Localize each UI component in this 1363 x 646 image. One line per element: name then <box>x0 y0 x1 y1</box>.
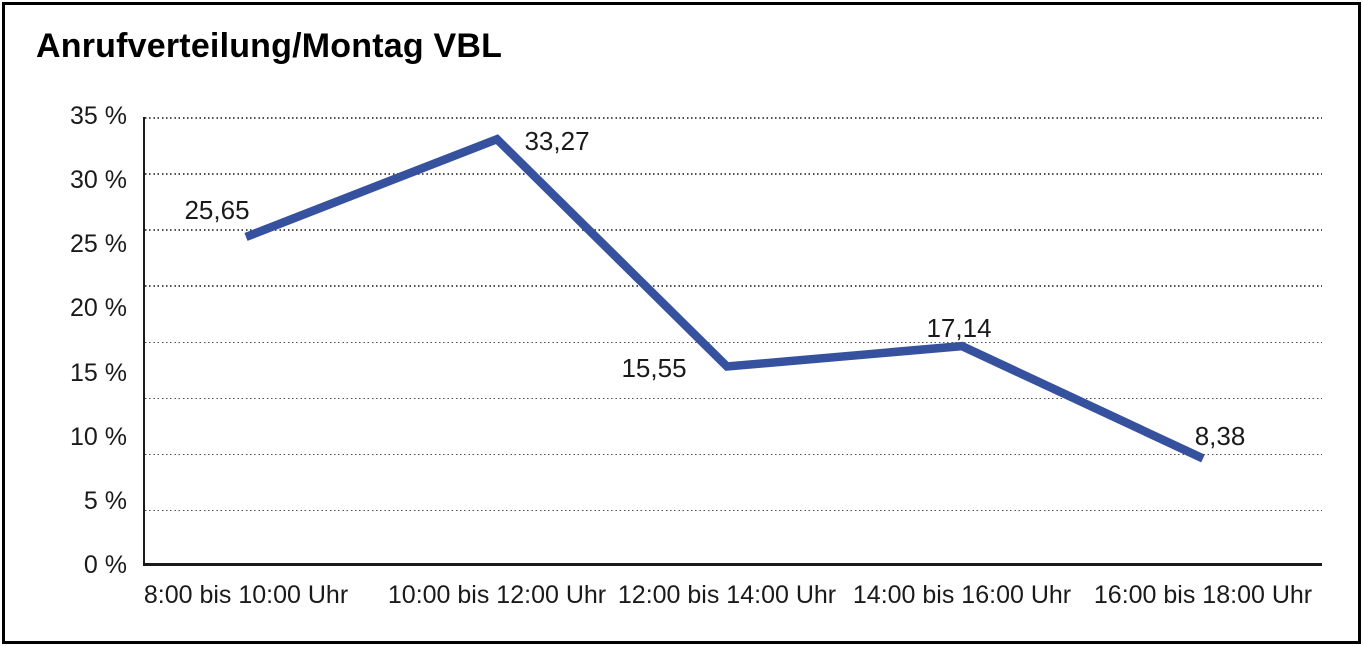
gridline <box>145 285 1322 287</box>
y-tick-label: 10 % <box>70 422 127 451</box>
data-point-label: 33,27 <box>524 126 590 157</box>
gridline <box>145 509 1322 512</box>
data-point-label: 25,65 <box>184 194 250 225</box>
y-tick-label: 0 % <box>83 551 127 579</box>
y-tick-label: 25 % <box>70 230 127 259</box>
x-tick-label: 16:00 bis 18:00 Uhr <box>1093 581 1313 609</box>
y-tick-label: 15 % <box>70 358 127 387</box>
chart-title: Anrufverteilung/Montag VBL <box>36 27 503 65</box>
gridline <box>145 117 1322 119</box>
x-tick-label: 12:00 bis 14:00 Uhr <box>617 581 837 609</box>
x-tick-label: 8:00 bis 10:00 Uhr <box>143 581 349 609</box>
gridline <box>145 229 1322 231</box>
data-point-label: 15,55 <box>621 352 687 383</box>
gridline <box>145 397 1322 400</box>
x-tick-label: 14:00 bis 16:00 Uhr <box>852 581 1072 609</box>
plot-area <box>143 117 1322 566</box>
y-tick-label: 35 % <box>70 102 127 130</box>
y-tick-label: 20 % <box>70 294 127 323</box>
gridline <box>145 173 1322 175</box>
y-tick-label: 5 % <box>83 486 127 515</box>
data-point-label: 8,38 <box>1194 421 1246 452</box>
data-point-label: 17,14 <box>926 313 992 344</box>
gridline <box>145 453 1322 456</box>
gridline <box>145 341 1322 344</box>
x-tick-label: 10:00 bis 12:00 Uhr <box>387 581 607 609</box>
y-tick-label: 30 % <box>70 166 127 195</box>
